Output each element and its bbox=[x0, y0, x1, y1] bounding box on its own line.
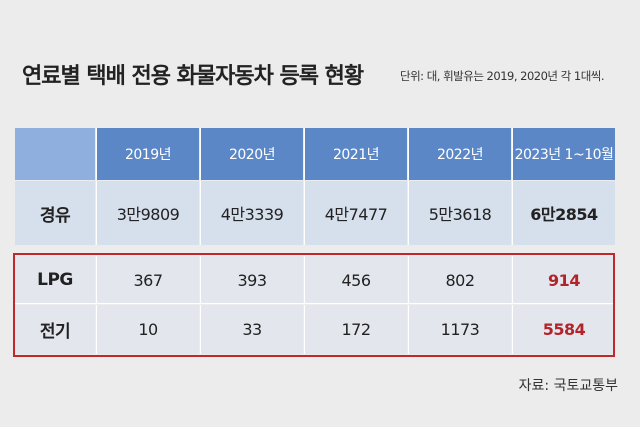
cell: 5만3618 bbox=[408, 181, 511, 245]
cell: 4만3339 bbox=[200, 181, 303, 245]
cell: 6만2854 bbox=[512, 181, 615, 245]
cell: 802 bbox=[408, 256, 511, 304]
cell: 914 bbox=[512, 256, 615, 304]
cell: 3만9809 bbox=[96, 181, 199, 245]
column-header: 2022년 bbox=[408, 128, 511, 180]
cell: 456 bbox=[304, 256, 407, 304]
row-label: 전기 bbox=[15, 305, 95, 354]
column-header: 2019년 bbox=[96, 128, 199, 180]
cell: 10 bbox=[96, 305, 199, 354]
cell: 172 bbox=[304, 305, 407, 354]
source: 자료: 국토교통부 bbox=[518, 378, 618, 394]
cell: 4만7477 bbox=[304, 181, 407, 245]
cell: 367 bbox=[96, 256, 199, 304]
cell: 33 bbox=[200, 305, 303, 354]
column-header: 2021년 bbox=[304, 128, 407, 180]
header-corner bbox=[15, 128, 95, 180]
cell: 5584 bbox=[512, 305, 615, 354]
row-label: 경유 bbox=[15, 181, 95, 245]
column-header: 2020년 bbox=[200, 128, 303, 180]
row-separator bbox=[15, 303, 615, 304]
cell: 1173 bbox=[408, 305, 511, 354]
unit-note: 단위: 대, 휘발유는 2019, 2020년 각 1대씩. bbox=[400, 69, 605, 83]
title: 연료별 택배 전용 화물자동차 등록 현황 bbox=[22, 64, 364, 89]
column-header: 2023년 1~10월 bbox=[512, 128, 615, 180]
cell: 393 bbox=[200, 256, 303, 304]
highlight-box bbox=[13, 253, 615, 357]
row-label: LPG bbox=[15, 256, 95, 304]
